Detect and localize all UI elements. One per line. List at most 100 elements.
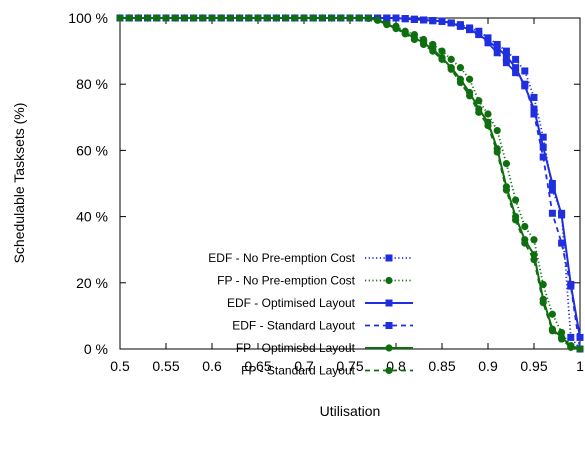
data-point [493, 44, 501, 52]
data-point [236, 14, 244, 22]
data-point [530, 256, 538, 264]
data-point [558, 335, 566, 343]
y-tick-label: 20 % [76, 275, 108, 291]
data-point [392, 24, 400, 33]
data-point [530, 93, 538, 101]
data-point [466, 26, 474, 34]
legend-label: FP - Optimised Layout [236, 341, 356, 355]
x-tick-label: 0.5 [110, 358, 130, 374]
data-point [456, 78, 464, 87]
data-point [502, 186, 510, 194]
x-tick-label: 0.55 [152, 358, 179, 374]
legend-label: FP - No Pre-emption Cost [217, 274, 355, 288]
data-point [567, 343, 575, 351]
x-axis: 0.5 0.55 0.6 0.65 0.7 0.75 0.8 0.85 0.9 0.95 1 [110, 18, 584, 374]
data-point [548, 186, 556, 194]
data-point [502, 52, 510, 60]
x-tick-label: 0.75 [336, 358, 363, 374]
x-tick-label: 0.6 [202, 358, 222, 374]
data-point [346, 14, 354, 22]
legend-swatch-marker [385, 254, 393, 262]
data-point [493, 49, 501, 57]
data-point [410, 15, 418, 23]
legend-swatch-marker [385, 366, 393, 375]
data-point [447, 55, 455, 63]
data-point [576, 333, 584, 341]
data-point [502, 47, 510, 55]
data-point [502, 59, 510, 67]
data-point [512, 64, 520, 72]
legend: EDF - No Pre-emption Cost FP - No Pre-emp… [208, 251, 413, 378]
data-point [337, 14, 345, 22]
legend-label: FP - Standard Layout [241, 364, 356, 378]
x-tick-label: 0.85 [428, 358, 455, 374]
data-point [438, 17, 446, 25]
data-point [475, 108, 483, 116]
data-point [401, 30, 409, 38]
y-tick-label: 40 % [76, 209, 108, 225]
data-point [512, 69, 520, 77]
legend-swatch-marker [385, 299, 393, 307]
data-point [162, 14, 170, 22]
data-point [438, 47, 446, 55]
data-point [217, 14, 225, 22]
data-point [134, 14, 142, 22]
data-point [521, 222, 529, 231]
data-point [291, 14, 299, 22]
data-point [272, 14, 280, 22]
data-point [429, 47, 437, 55]
legend-label: EDF - No Pre-emption Cost [208, 251, 355, 265]
legend-swatch-marker [385, 276, 393, 285]
data-point [401, 15, 409, 23]
data-point [171, 14, 179, 22]
x-tick-label: 1 [576, 358, 584, 374]
legend-swatch-marker [385, 344, 393, 352]
data-point [548, 209, 556, 217]
y-tick-label: 80 % [76, 76, 108, 92]
data-point [429, 17, 437, 25]
data-point [263, 14, 271, 22]
data-point [199, 14, 207, 22]
data-point [226, 14, 234, 22]
y-tick-label: 100 % [68, 10, 108, 26]
legend-swatch-marker [385, 322, 393, 329]
data-point [374, 16, 382, 24]
data-point [116, 14, 124, 22]
data-point [447, 65, 455, 73]
data-point [530, 110, 538, 118]
y-axis: 0 % 20 % 40 % 60 % 80 % 100 % [68, 10, 580, 357]
data-point [392, 14, 400, 22]
x-tick-label: 0.7 [294, 358, 314, 374]
data-point [558, 328, 566, 337]
data-point [438, 55, 446, 63]
data-point [383, 14, 391, 22]
data-point [300, 14, 308, 22]
data-point [548, 180, 556, 187]
data-point [548, 310, 557, 318]
y-axis-title: Schedulable Tasksets (%) [11, 103, 27, 264]
x-tick-label: 0.9 [478, 358, 498, 374]
data-point [493, 148, 501, 156]
data-point [282, 14, 290, 22]
data-point [245, 14, 253, 22]
data-point [558, 211, 566, 219]
data-point [208, 14, 216, 22]
series-line [120, 17, 581, 338]
data-point [364, 14, 372, 22]
data-point [484, 121, 492, 130]
data-point [484, 110, 492, 118]
data-point [576, 345, 584, 353]
data-point [456, 22, 464, 30]
data-point [539, 143, 547, 151]
data-point [318, 14, 326, 22]
legend-label: EDF - Optimised Layout [227, 296, 356, 310]
data-point [548, 327, 557, 335]
data-point [466, 75, 474, 83]
series-layer [116, 14, 584, 353]
data-point [511, 216, 520, 224]
data-point [355, 14, 363, 22]
data-point [429, 40, 437, 49]
data-point [558, 239, 566, 247]
data-point [539, 153, 547, 161]
data-point [511, 196, 520, 204]
